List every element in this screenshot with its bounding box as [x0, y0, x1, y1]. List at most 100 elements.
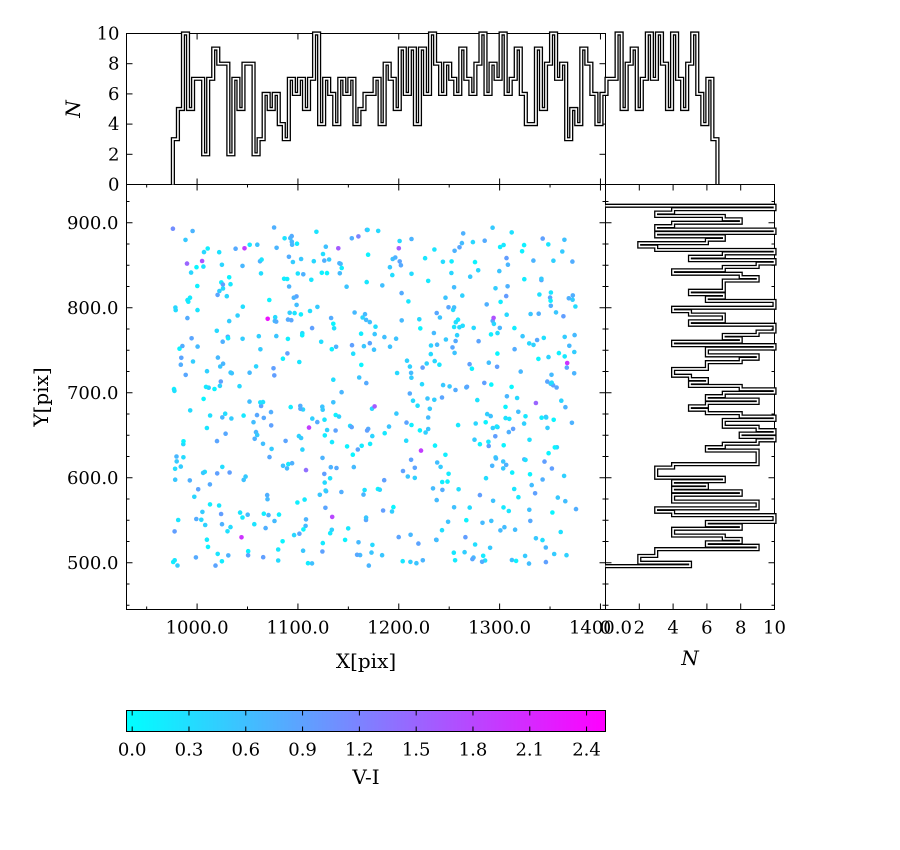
scatter-point [212, 386, 217, 392]
scatter-point [251, 419, 256, 425]
scatter-point [342, 537, 348, 543]
scatter-point [172, 388, 177, 394]
scatter-point [254, 432, 260, 438]
scatter-point [540, 236, 545, 241]
scatter-point [527, 437, 532, 443]
scatter-point [543, 545, 549, 550]
scatter-point [366, 563, 372, 568]
scatter-point [393, 255, 398, 260]
right-histogram-x-tick-label: 2 [634, 618, 645, 639]
scatter-point [350, 351, 356, 357]
scatter-point [315, 419, 320, 425]
scatter-point [410, 398, 416, 404]
top-histogram-y-tick-label: 4 [108, 114, 119, 135]
scatter-point [455, 422, 461, 428]
scatter-point [417, 317, 422, 322]
scatter-point [475, 397, 480, 403]
scatter-point [564, 365, 570, 370]
scatter-point [286, 461, 291, 467]
scatter-point [487, 545, 493, 551]
scatter-point [172, 558, 177, 563]
scatter-point [455, 317, 461, 323]
scatter-point [523, 457, 528, 463]
scatter-point [240, 515, 245, 520]
scatter-point [570, 259, 575, 264]
scatter-point [328, 464, 334, 470]
top-histogram-panel: 0 2 4 6 8 10 N [61, 24, 720, 196]
scatter-point [268, 409, 274, 415]
scatter-point [274, 333, 279, 339]
scatter-point [529, 482, 534, 488]
scatter-point [337, 271, 343, 276]
scatter-point [195, 344, 200, 349]
scatter-point [300, 447, 305, 452]
scatter-point [509, 230, 514, 235]
scatter-point [203, 384, 209, 390]
scatter-y-tick-label: 800.0 [67, 298, 119, 319]
colorbar-ticks: 0.0 0.3 0.6 0.9 1.2 1.5 1.8 2.1 2.4 [118, 710, 601, 761]
scatter-point [228, 281, 233, 287]
scatter-point [425, 278, 431, 284]
scatter-point [423, 430, 428, 435]
scatter-point [382, 334, 387, 340]
scatter-point [365, 227, 370, 233]
scatter-point [522, 553, 528, 559]
scatter-point [284, 466, 290, 471]
colorbar: 0.0 0.3 0.6 0.9 1.2 1.5 1.8 2.1 2.4 V-I [118, 710, 606, 789]
scatter-point [242, 246, 247, 251]
scatter-point [370, 433, 375, 439]
scatter-point [334, 465, 339, 471]
scatter-point [571, 371, 577, 376]
scatter-point [323, 244, 329, 249]
scatter-point [331, 377, 336, 383]
scatter-point [418, 326, 423, 331]
scatter-point [240, 336, 245, 342]
scatter-point [377, 487, 383, 493]
scatter-point [390, 272, 395, 278]
scatter-point [430, 486, 436, 491]
scatter-point [264, 492, 270, 498]
scatter-point [406, 299, 411, 304]
scatter-point [548, 303, 554, 309]
top-histogram-y-tick-label: 8 [108, 54, 119, 75]
scatter-point [220, 286, 226, 291]
scatter-point [223, 431, 228, 437]
scatter-point [387, 344, 393, 350]
scatter-point [350, 452, 356, 458]
scatter-point [258, 271, 264, 276]
scatter-point [226, 553, 231, 558]
scatter-point [309, 277, 314, 283]
scatter-point [380, 508, 386, 513]
top-histogram-outline [170, 31, 720, 185]
scatter-point [183, 372, 188, 378]
scatter-point [503, 293, 509, 299]
scatter-point [432, 358, 438, 364]
scatter-point [494, 364, 500, 370]
scatter-point [201, 249, 207, 255]
scatter-point [215, 292, 220, 298]
right-histogram-x-tick-label: 4 [667, 618, 678, 639]
scatter-point [339, 265, 345, 271]
scatter-point [339, 389, 344, 395]
scatter-point [349, 424, 355, 430]
scatter-point [472, 542, 478, 547]
scatter-point [322, 471, 327, 477]
scatter-point [509, 384, 514, 390]
scatter-point [215, 551, 220, 557]
scatter-point [380, 283, 385, 288]
scatter-point [415, 403, 420, 409]
scatter-point [319, 270, 325, 276]
scatter-point [179, 355, 184, 361]
scatter-point [226, 318, 232, 324]
scatter-point [546, 242, 551, 247]
scatter-point [539, 415, 544, 421]
scatter-point [190, 359, 196, 364]
scatter-point [548, 298, 553, 304]
scatter-point [473, 421, 479, 426]
scatter-point [497, 268, 502, 274]
scatter-point [397, 259, 403, 264]
scatter-point [261, 415, 267, 421]
scatter-point [329, 527, 335, 533]
scatter-point [200, 509, 205, 515]
scatter-point [172, 529, 177, 534]
